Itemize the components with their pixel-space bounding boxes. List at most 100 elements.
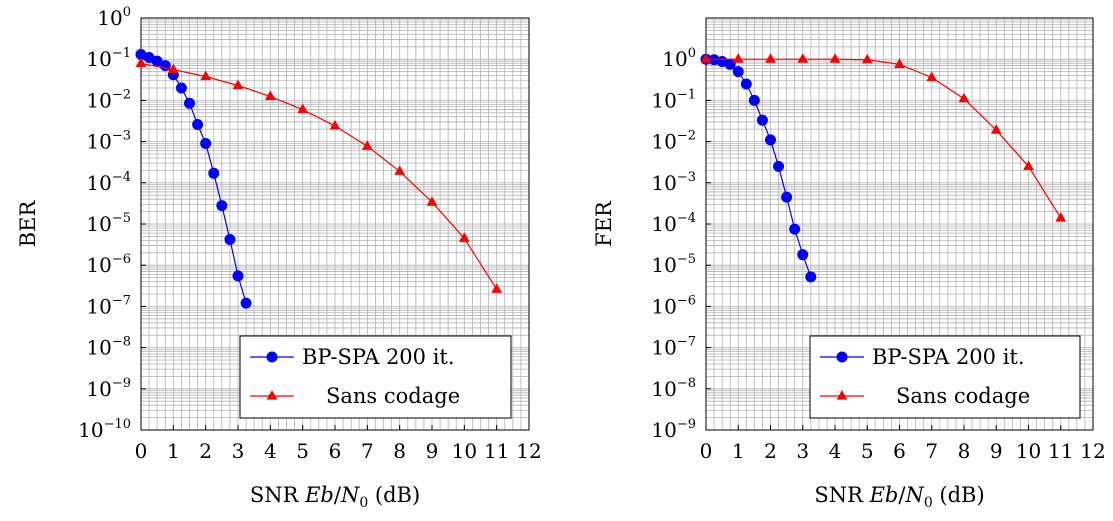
legend-box [809, 335, 1081, 419]
x-tick-label: 2 [764, 439, 777, 463]
data-point [151, 55, 163, 67]
data-point [1055, 211, 1067, 222]
data-point [361, 140, 373, 150]
y-tick-label: 10−8 [651, 376, 696, 401]
y-tick-label: 10−2 [651, 129, 696, 154]
x-tick-label: 2 [199, 439, 212, 463]
y-axis-label: FER [592, 200, 616, 247]
data-point [394, 165, 406, 175]
data-point [765, 53, 776, 63]
data-point [765, 134, 776, 146]
data-point [216, 200, 228, 212]
y-tick-label: 100 [662, 46, 696, 71]
y-axis-label: BER [16, 200, 40, 248]
y-tick-label: 10−7 [86, 293, 131, 318]
x-tick-label: 10 [452, 439, 477, 463]
data-point [175, 82, 187, 94]
data-point [805, 271, 817, 283]
data-point [748, 94, 760, 106]
x-tick-label: 11 [1048, 439, 1073, 463]
x-tick-label: 8 [393, 439, 406, 463]
x-tick-label: 3 [796, 439, 809, 463]
series-line [140, 53, 247, 304]
x-tick-label: 0 [700, 439, 713, 463]
y-tick-label: 10−2 [86, 87, 131, 112]
x-tick-label: 1 [167, 439, 180, 463]
y-tick-label: 10−5 [651, 252, 696, 277]
legend-marker-triangle [266, 390, 278, 400]
data-point [724, 58, 736, 70]
y-tick-label: 10−9 [651, 417, 696, 442]
legend-box [239, 335, 512, 419]
x-tick-label: 9 [990, 439, 1003, 463]
data-point [926, 71, 938, 82]
data-point [159, 60, 171, 72]
data-point [829, 53, 841, 63]
x-tick-label: 12 [1080, 439, 1105, 463]
y-tick-label: 10−4 [86, 170, 131, 195]
x-tick-label: 9 [426, 439, 439, 463]
data-point [200, 70, 212, 81]
data-point [426, 196, 438, 206]
data-point [208, 167, 220, 179]
series-line [706, 58, 1062, 219]
data-point [200, 137, 212, 149]
series-line [705, 58, 812, 278]
data-point [797, 53, 809, 63]
series-sans-codage [700, 53, 1067, 222]
data-point [329, 119, 341, 130]
legend-label: Sans codage [326, 384, 460, 408]
data-point [990, 124, 1002, 134]
series-sans-codage [135, 57, 503, 293]
legend-marker-triangle [836, 390, 848, 400]
x-tick-label: 4 [264, 439, 277, 463]
y-tick-label: 10−4 [651, 211, 696, 236]
x-axis-label: SNR Eb/N0 (dB) [814, 483, 984, 511]
data-point [491, 283, 503, 293]
data-point [232, 270, 244, 282]
y-tick-label: 10−3 [86, 129, 131, 154]
legend-label: BP-SPA 200 it. [302, 345, 455, 369]
legend-label: Sans codage [896, 384, 1030, 408]
data-point [797, 249, 809, 261]
data-point [167, 63, 179, 74]
data-point [740, 78, 752, 90]
x-tick-label: 6 [329, 439, 342, 463]
x-tick-label: 12 [516, 439, 541, 463]
y-tick-label: 10−7 [651, 335, 696, 360]
y-tick-label: 10−6 [651, 293, 696, 318]
series-line [140, 62, 498, 290]
x-tick-label: 3 [232, 439, 245, 463]
x-tick-label: 4 [829, 439, 842, 463]
x-tick-label: 0 [135, 439, 148, 463]
data-point [192, 119, 204, 131]
data-point [224, 234, 236, 246]
legend: BP-SPA 200 it. Sans codage [239, 335, 512, 419]
data-point [264, 90, 276, 101]
data-point [756, 114, 768, 126]
data-point [135, 57, 147, 68]
data-point [781, 191, 793, 203]
y-tick-label: 10−10 [78, 417, 131, 442]
data-point [861, 53, 873, 64]
data-point [773, 160, 785, 172]
y-tick-label: 100 [97, 5, 131, 30]
data-point [894, 58, 905, 68]
data-point [297, 103, 309, 114]
y-tick-label: 10−9 [86, 376, 131, 401]
y-tick-label: 10−1 [651, 87, 696, 112]
y-tick-label: 10−5 [86, 211, 131, 236]
data-point [240, 297, 252, 309]
x-tick-label: 11 [484, 439, 509, 463]
x-axis-label: SNR Eb/N0 (dB) [250, 483, 420, 511]
data-point [700, 53, 712, 63]
y-tick-label: 10−1 [86, 46, 131, 71]
x-tick-label: 8 [958, 439, 971, 463]
x-tick-label: 7 [361, 439, 374, 463]
x-tick-label: 1 [732, 439, 745, 463]
legend: BP-SPA 200 it. Sans codage [809, 335, 1081, 419]
y-tick-label: 10−6 [86, 252, 131, 277]
x-tick-label: 5 [861, 439, 874, 463]
data-point [232, 79, 244, 90]
